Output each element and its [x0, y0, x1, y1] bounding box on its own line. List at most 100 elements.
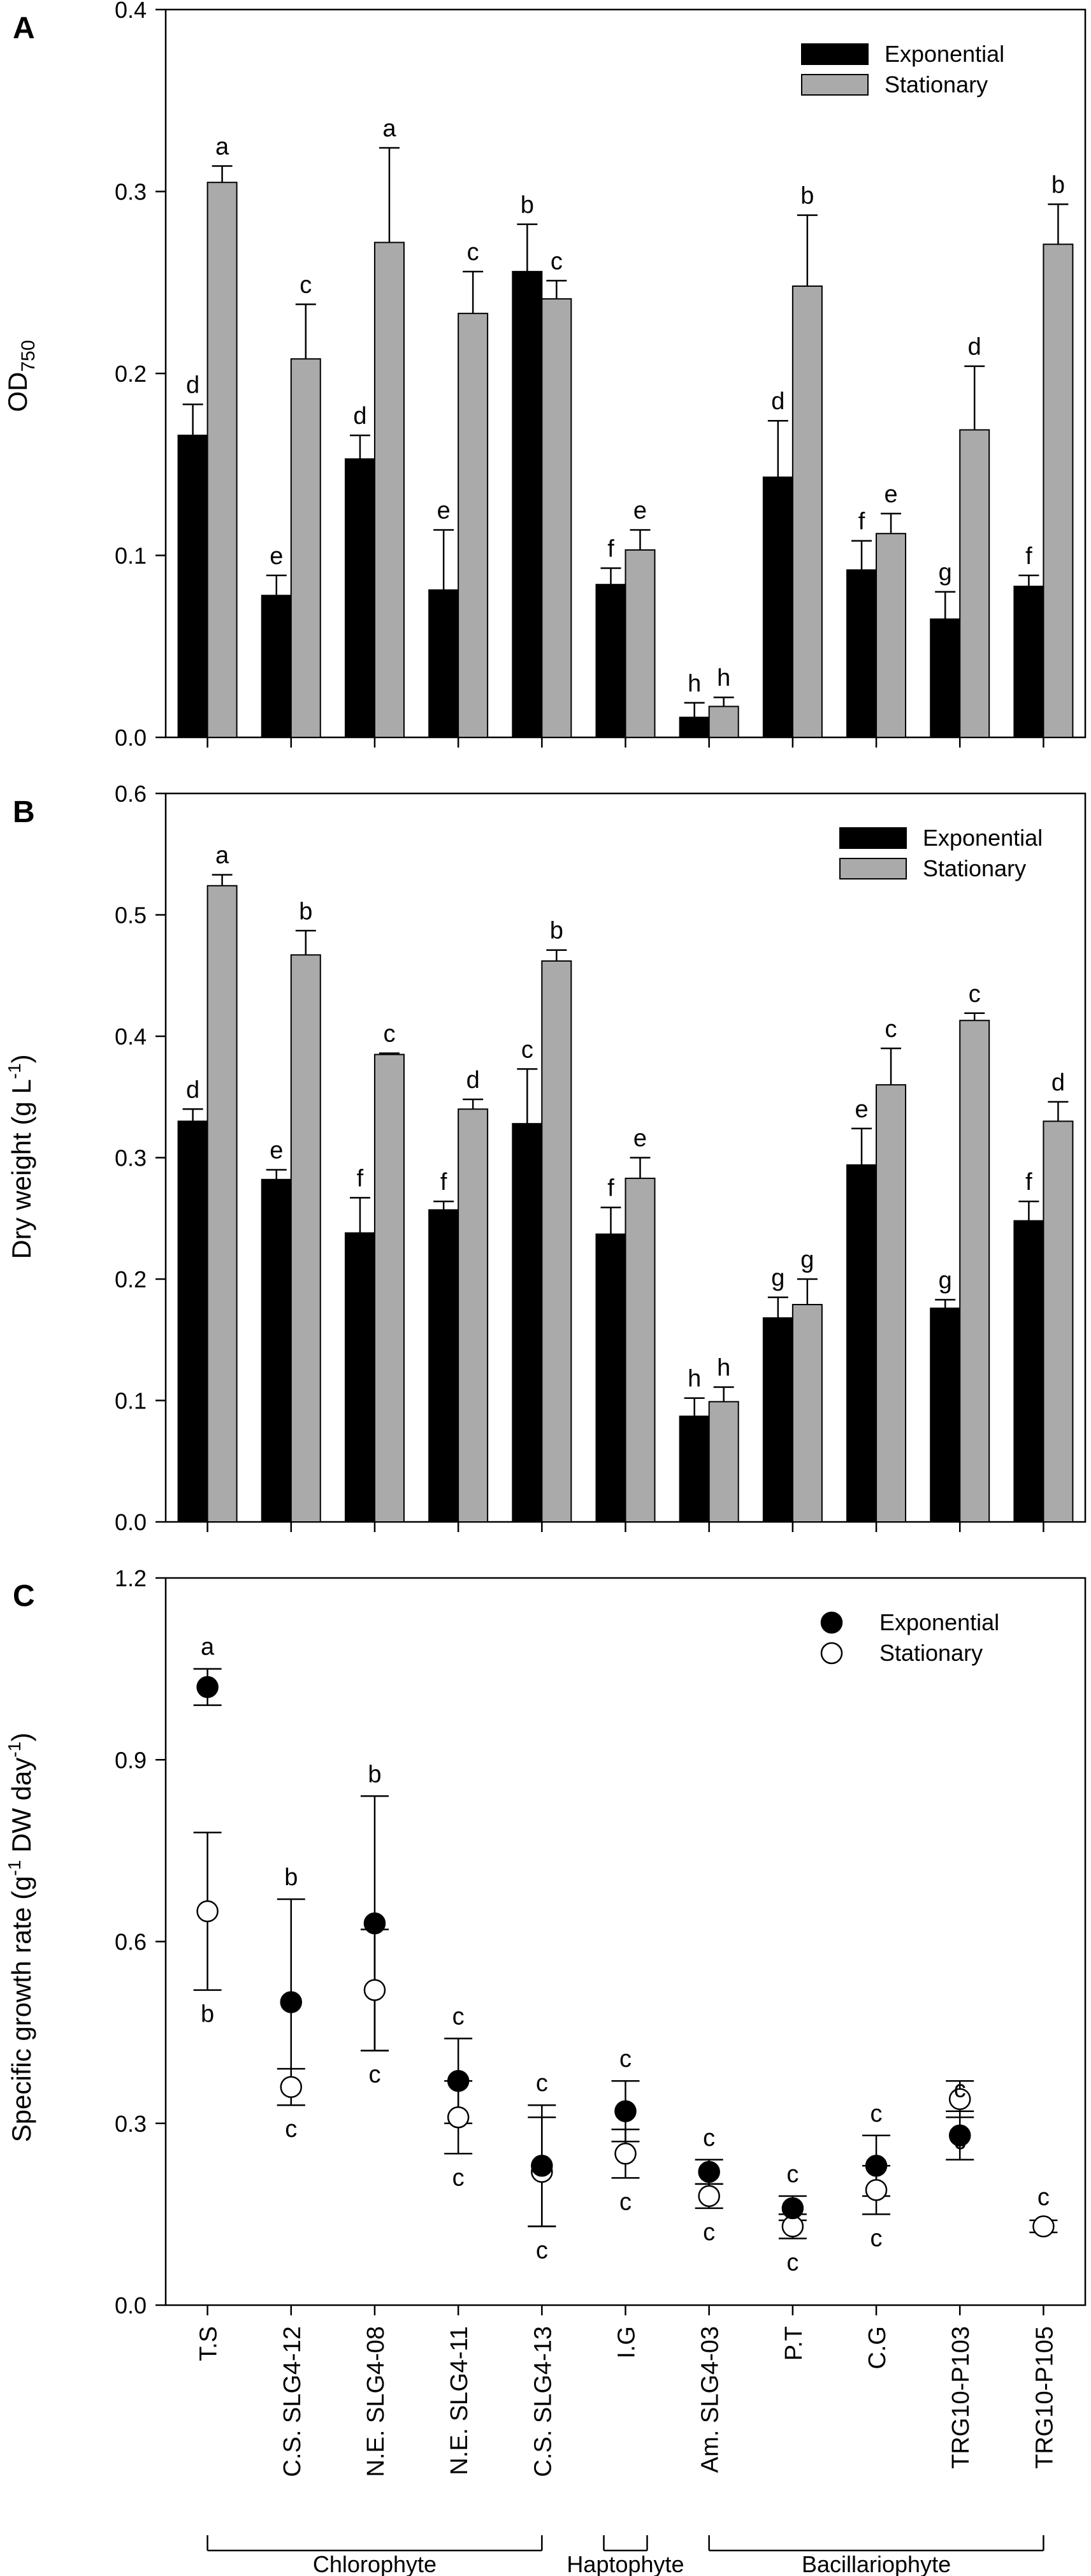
bar-stationary [959, 1020, 990, 1523]
significance-letter: f [357, 1165, 364, 1192]
bar-exponential [512, 271, 543, 738]
significance-letter: a [382, 115, 396, 142]
y-tick-label: 0.5 [115, 902, 147, 929]
significance-letter: f [607, 535, 614, 562]
significance-letter: c [871, 2101, 883, 2127]
bar-exponential [177, 1120, 208, 1523]
legend-label: Exponential [879, 1609, 999, 1635]
significance-letter: c [954, 2128, 966, 2155]
bar-stationary [206, 885, 238, 1523]
bar-stationary [541, 960, 572, 1523]
significance-letter: f [1025, 543, 1032, 570]
significance-letter: b [550, 918, 563, 944]
significance-letter: c [703, 2125, 715, 2152]
bar-stationary [206, 182, 238, 739]
group-brackets: Chlorophyte Haptophyte Bacillariophyte [206, 2535, 1044, 2576]
significance-letter: f [607, 1175, 614, 1202]
significance-letter: a [215, 843, 229, 869]
bar-exponential [1013, 586, 1044, 738]
x-tick-label: I.G [614, 2326, 640, 2359]
y-tick-label: 0.6 [115, 1929, 147, 1955]
data-point-stationary [363, 1979, 386, 2001]
data-point-exponential [614, 2100, 637, 2122]
significance-letter: c [467, 239, 479, 266]
legend-swatch-exponential [801, 43, 869, 65]
bar-exponential [762, 476, 793, 738]
y-tick-label: 0.3 [115, 179, 147, 205]
bar-exponential [261, 595, 292, 738]
significance-letter: h [717, 1355, 730, 1382]
bar-stationary [541, 298, 572, 738]
significance-letter: c [871, 2225, 883, 2252]
data-point-exponential [781, 2197, 804, 2220]
significance-letter: c [536, 2237, 548, 2264]
significance-letter: c [619, 2189, 632, 2215]
bar-stationary [290, 954, 321, 1523]
y-tick-label: 0.2 [115, 1266, 147, 1292]
x-tick-label: P.T [781, 2326, 807, 2361]
y-tick-label: 0.0 [115, 2292, 147, 2319]
bar-stationary [625, 549, 656, 738]
data-point-stationary [698, 2185, 720, 2208]
bar-exponential [846, 569, 878, 739]
x-tick-label: C.S. SLG4-13 [530, 2326, 556, 2477]
bar-exponential [428, 1209, 459, 1523]
significance-letter: g [800, 1247, 814, 1273]
bar-stationary [876, 1084, 907, 1523]
significance-letter: a [201, 1634, 215, 1661]
significance-letter: f [1025, 1169, 1032, 1196]
significance-letter: e [633, 498, 647, 525]
data-point-exponential [865, 2155, 888, 2177]
significance-letter: h [688, 670, 701, 697]
bar-stationary [791, 285, 823, 738]
y-tick-label: 0.2 [115, 361, 147, 387]
x-tick-label: Am. SLG4-03 [697, 2326, 724, 2473]
significance-letter: b [368, 1761, 381, 1788]
significance-letter: b [800, 183, 814, 210]
bar-stationary [959, 429, 990, 738]
x-tick-label: C.G [864, 2326, 891, 2370]
significance-letter: h [717, 665, 730, 691]
significance-letter: e [855, 1096, 868, 1123]
significance-letter: c [969, 981, 981, 1008]
bar-stationary [458, 312, 489, 739]
bar-stationary [791, 1304, 823, 1523]
significance-letter: c [452, 2164, 465, 2191]
x-tick-label: TRG10-P105 [1031, 2326, 1058, 2469]
chart-panel-c: 0.00.30.60.91.2CabbcccccccbccccccccccExp… [4, 1565, 1087, 2477]
x-tick-label: T.S [196, 2326, 222, 2361]
y-tick-label: 0.3 [115, 2111, 147, 2137]
bar-stationary [373, 1053, 405, 1523]
bar-stationary [708, 1401, 739, 1523]
y-tick-label: 1.2 [115, 1565, 147, 1591]
group-label: Chlorophyte [313, 2551, 437, 2576]
significance-letter: e [437, 498, 451, 525]
significance-letter: e [270, 1138, 283, 1164]
significance-letter: b [521, 192, 534, 219]
bar-exponential [177, 435, 208, 738]
significance-letter: c [885, 1016, 897, 1043]
bar-stationary [1043, 243, 1074, 739]
bar-exponential [1013, 1220, 1044, 1523]
significance-letter: d [771, 388, 784, 415]
significance-letter: c [452, 2004, 465, 2030]
x-tick-label: C.S. SLG4-12 [279, 2326, 306, 2477]
bar-stationary [458, 1108, 489, 1523]
significance-letter: e [270, 543, 283, 570]
significance-letter: b [201, 2001, 214, 2028]
bar-exponential [512, 1123, 543, 1523]
bar-stationary [708, 706, 739, 738]
chart-panel-a: 0.0 0.1 0.2 0.3 0.4 Ad e d e b f h d f g f a c a c c e h b e d b Ex… [3, 0, 1087, 751]
data-point-exponential [280, 1991, 303, 2013]
data-point-stationary [781, 2215, 804, 2238]
significance-letter: c [619, 2046, 632, 2073]
bar-stationary [1043, 1120, 1074, 1523]
significance-letter: c [1037, 2184, 1050, 2211]
significance-letter: c [383, 1021, 395, 1048]
bar-exponential [846, 1164, 878, 1523]
significance-letter: c [786, 2161, 798, 2188]
bar-stationary [625, 1177, 656, 1523]
y-tick-label: 0.0 [115, 1509, 147, 1535]
panel-letter: B [13, 795, 35, 829]
